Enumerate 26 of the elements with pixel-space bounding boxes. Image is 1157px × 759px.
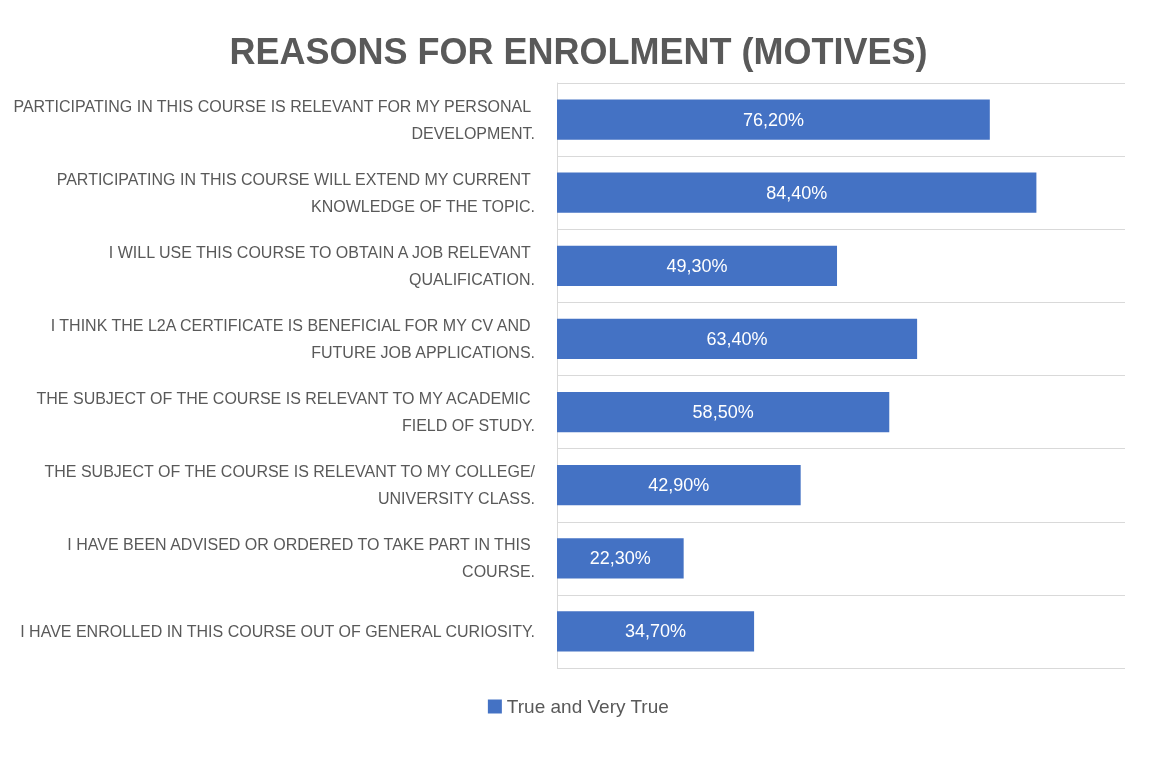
legend-label: True and Very True	[506, 696, 669, 717]
data-label: 42,90%	[648, 475, 710, 496]
chart-title: REASONS FOR ENROLMENT (MOTIVES)	[229, 30, 928, 72]
y-tick-label: THE SUBJECT OF THE COURSE IS RELEVANT TO MY COLLEGE/UNIVERSITY CLASS.	[44, 463, 536, 508]
data-label: 58,50%	[692, 402, 754, 423]
y-tick-label: I WILL USE THIS COURSE TO OBTAIN A JOB RELEVANT QUALIFICATION.	[108, 243, 535, 288]
bar	[557, 318, 918, 360]
data-label: 22,30%	[589, 548, 651, 569]
y-tick-label: PARTICIPATING IN THIS COURSE IS RELEVANT FOR MY PERSONAL DEVELOPMENT.	[13, 97, 535, 142]
data-label: 34,70%	[625, 621, 687, 642]
bar	[557, 465, 801, 506]
data-label: 49,30%	[666, 255, 728, 276]
y-tick-label: I HAVE BEEN ADVISED OR ORDERED TO TAKE PART IN THIS COURSE.	[67, 536, 535, 581]
bar	[557, 245, 838, 286]
y-tick-label: I HAVE ENROLLED IN THIS COURSE OUT OF GENERAL CURIOSITY.	[20, 622, 535, 640]
data-label: 76,20%	[742, 109, 804, 130]
y-tick-label: THE SUBJECT OF THE COURSE IS RELEVANT TO MY ACADEMIC FIELD OF STUDY.	[36, 390, 535, 435]
bar	[557, 99, 990, 140]
data-label: 63,40%	[706, 328, 768, 349]
bar	[557, 611, 755, 652]
data-label: 84,40%	[766, 182, 828, 203]
bar	[557, 538, 684, 579]
bar	[557, 172, 1037, 213]
bar	[557, 391, 890, 433]
y-tick-label: I THINK THE L2A CERTIFICATE IS BENEFICIAL FOR MY CV AND FUTURE JOB APPLICATIONS.	[50, 316, 535, 361]
y-tick-label: PARTICIPATING IN THIS COURSE WILL EXTEND MY CURRENT KNOWLEDGE OF THE TOPIC.	[56, 170, 535, 215]
